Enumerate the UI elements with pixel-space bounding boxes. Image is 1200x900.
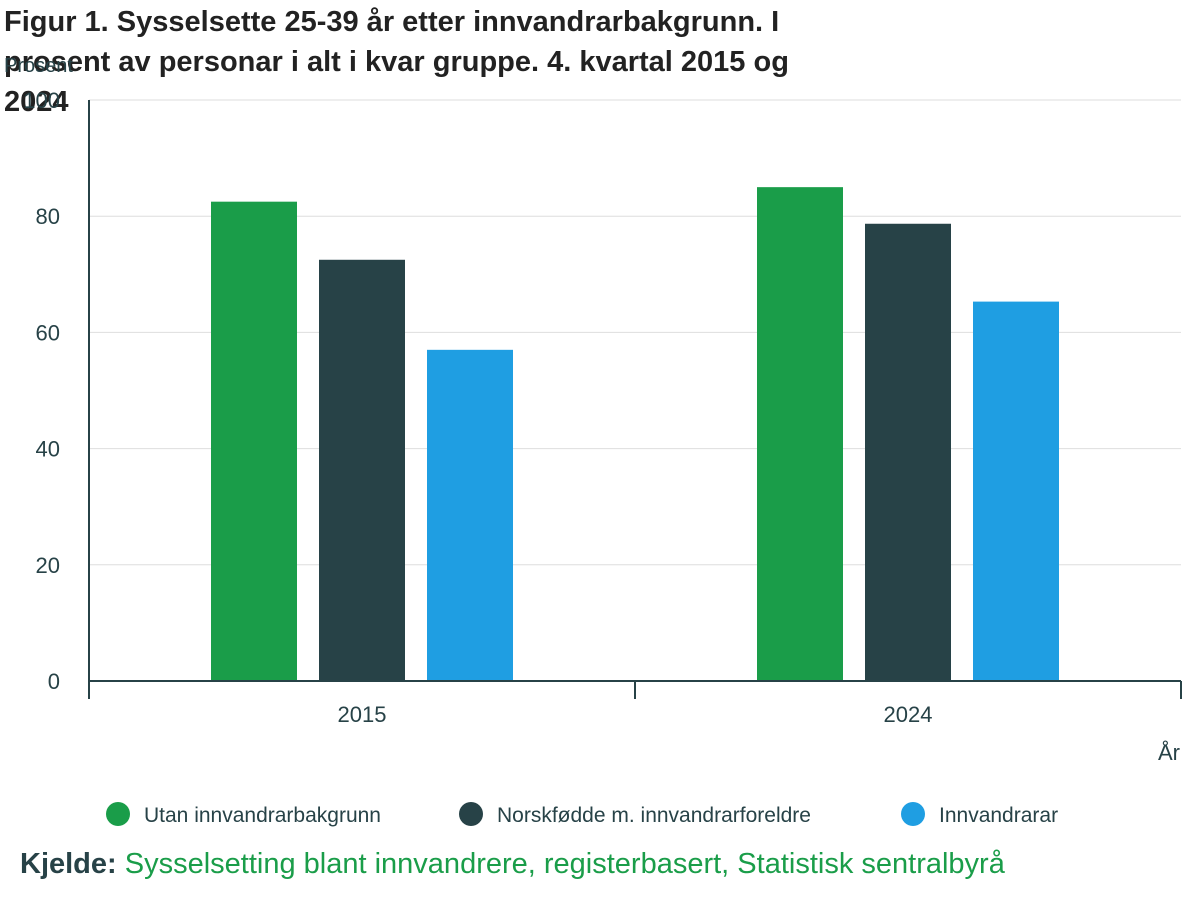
y-tick-label: 60 (36, 320, 60, 345)
legend-marker (459, 802, 483, 826)
x-tick-label: 2015 (338, 702, 387, 727)
legend: Utan innvandrarbakgrunn Norskfødde m. inn… (106, 802, 1058, 827)
y-tick-label: 40 (36, 437, 60, 462)
y-tick-label: 100 (23, 88, 60, 113)
y-axis-label: Prosent (4, 55, 73, 77)
source-link[interactable]: Sysselsetting blant innvandrere, registe… (124, 848, 1005, 880)
bar[interactable] (427, 349, 513, 681)
bar[interactable] (211, 201, 297, 682)
chart-title-line: 2024 (4, 86, 69, 118)
chart-title-line: Figur 1. Sysselsette 25-39 år etter innv… (4, 6, 779, 38)
source-note: Kjelde: Sysselsetting blant innvandrere,… (20, 848, 1005, 881)
legend-item[interactable]: Innvandrarar (901, 802, 1058, 827)
legend-label: Norskfødde m. innvandrarforeldre (497, 804, 811, 827)
y-tick-label: 20 (36, 553, 60, 578)
legend-item[interactable]: Utan innvandrarbakgrunn (106, 802, 381, 827)
legend-label: Utan innvandrarbakgrunn (144, 804, 381, 827)
source-label: Kjelde: (20, 848, 117, 880)
chart-title-line: prosent av personar i alt i kvar gruppe.… (4, 46, 789, 78)
bar-chart: Figur 1. Sysselsette 25-39 år etter innv… (4, 6, 1182, 827)
legend-label: Innvandrarar (939, 804, 1058, 827)
legend-marker (901, 802, 925, 826)
legend-marker (106, 802, 130, 826)
y-tick-label: 0 (48, 669, 60, 694)
y-tick-label: 80 (36, 204, 60, 229)
bar[interactable] (865, 223, 951, 682)
x-axis-label: År (1158, 740, 1180, 765)
axes (88, 100, 1182, 699)
x-tick-label: 2024 (884, 702, 933, 727)
y-axis-ticks: 0 20 40 60 80 100 (23, 88, 60, 694)
bars (211, 187, 1059, 682)
bar[interactable] (319, 259, 405, 681)
x-axis-ticks: 2015 2024 (338, 702, 933, 727)
bar[interactable] (973, 301, 1059, 681)
legend-item[interactable]: Norskfødde m. innvandrarforeldre (459, 802, 811, 827)
bar[interactable] (757, 187, 843, 681)
chart-title: Figur 1. Sysselsette 25-39 år etter innv… (4, 6, 789, 118)
